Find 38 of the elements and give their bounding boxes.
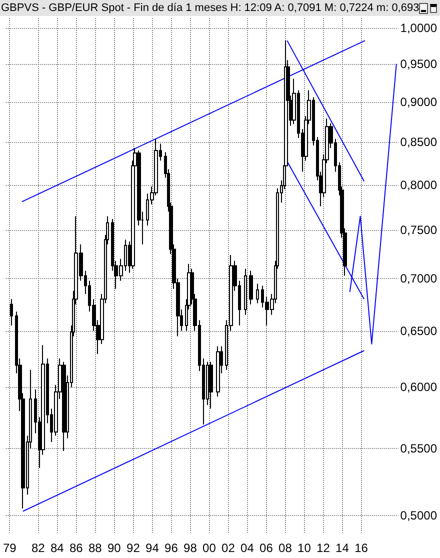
x-tick-label: 14 xyxy=(336,541,350,555)
y-tick-label: 0,5500 xyxy=(400,441,438,456)
x-tick-label: 88 xyxy=(88,541,102,555)
x-tick-label: 02 xyxy=(222,541,236,555)
x-tick-label: 84 xyxy=(50,541,64,555)
y-tick-label: 0,8000 xyxy=(400,178,438,192)
y-tick-label: 0,9500 xyxy=(400,56,438,71)
candlestick xyxy=(62,361,66,452)
x-tick-label: 10 xyxy=(298,541,312,555)
x-tick-label: 82 xyxy=(31,541,46,555)
y-tick-label: 0,8500 xyxy=(400,135,438,150)
x-tick-label: 90 xyxy=(108,541,122,555)
x-tick-label: 12 xyxy=(316,541,330,555)
x-tick-label: 79 xyxy=(2,541,17,555)
candlestick xyxy=(216,346,220,398)
candlestick xyxy=(209,361,213,410)
x-tick-label: 92 xyxy=(126,541,140,555)
x-tick-label: 16 xyxy=(354,541,368,555)
y-tick-label: 0,6000 xyxy=(400,380,438,394)
y-tick-label: 0,6500 xyxy=(400,324,438,338)
candlestick xyxy=(10,298,13,326)
candlestick xyxy=(256,283,259,304)
y-tick-label: 0,9000 xyxy=(400,94,438,109)
x-tick-label: 94 xyxy=(146,541,160,555)
candlestick xyxy=(244,268,247,316)
y-tick-label: 1,0000 xyxy=(400,20,438,35)
x-tick-label: 06 xyxy=(260,541,274,555)
x-tick-label: 00 xyxy=(202,541,216,555)
x-tick-label: 04 xyxy=(240,541,254,555)
x-tick-label: 08 xyxy=(278,541,292,555)
y-tick-label: 0,5000 xyxy=(400,508,438,522)
candlestick xyxy=(249,270,253,305)
y-tick-label: 0,7000 xyxy=(400,272,438,286)
chart-title: GBPVS - GBP/EUR Spot - Fin de día 1 meses H: 12:09 A: 0,7091 M: 0,7224 m: 0,693 xyxy=(0,2,420,14)
x-tick-label: 86 xyxy=(69,541,84,555)
x-tick-label: 96 xyxy=(164,541,178,555)
y-tick-label: 0,7500 xyxy=(400,223,438,238)
x-tick-label: 98 xyxy=(184,541,198,555)
